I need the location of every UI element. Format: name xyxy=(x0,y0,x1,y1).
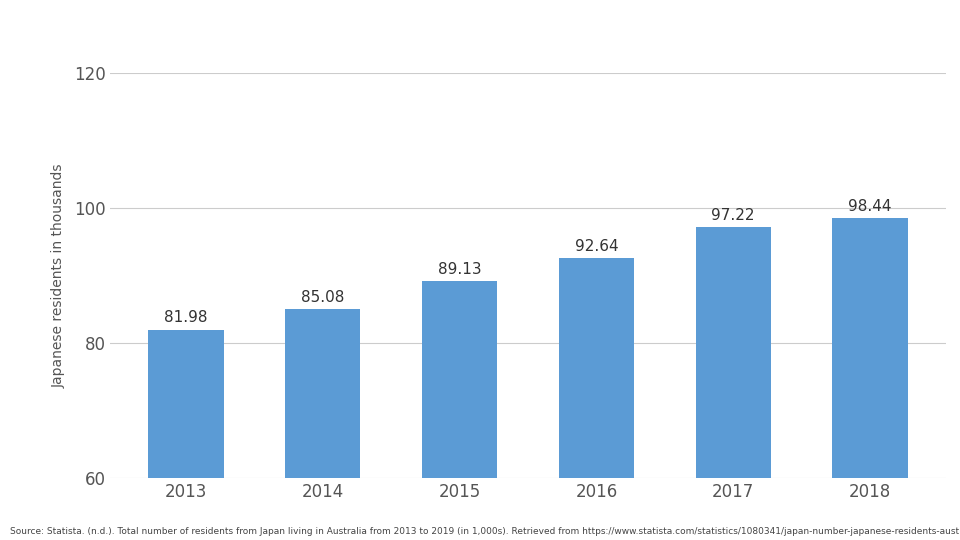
Text: 97.22: 97.22 xyxy=(711,207,755,222)
Bar xyxy=(559,258,634,540)
Text: 85.08: 85.08 xyxy=(301,289,345,305)
Text: 81.98: 81.98 xyxy=(164,310,207,326)
Text: 89.13: 89.13 xyxy=(438,262,481,277)
Bar xyxy=(149,329,224,540)
Bar xyxy=(422,281,497,540)
Text: Source: Statista. (n.d.). Total number of residents from Japan living in Austral: Source: Statista. (n.d.). Total number o… xyxy=(10,526,960,536)
Text: 98.44: 98.44 xyxy=(849,199,892,214)
Text: 92.64: 92.64 xyxy=(575,239,618,253)
Bar xyxy=(285,309,360,540)
Bar xyxy=(696,227,771,540)
Text: Number of Japanese residents in Australia from 2013-2018: Number of Japanese residents in Australi… xyxy=(17,14,960,48)
Y-axis label: Japanese residents in thousands: Japanese residents in thousands xyxy=(52,163,65,388)
Bar xyxy=(832,218,907,540)
